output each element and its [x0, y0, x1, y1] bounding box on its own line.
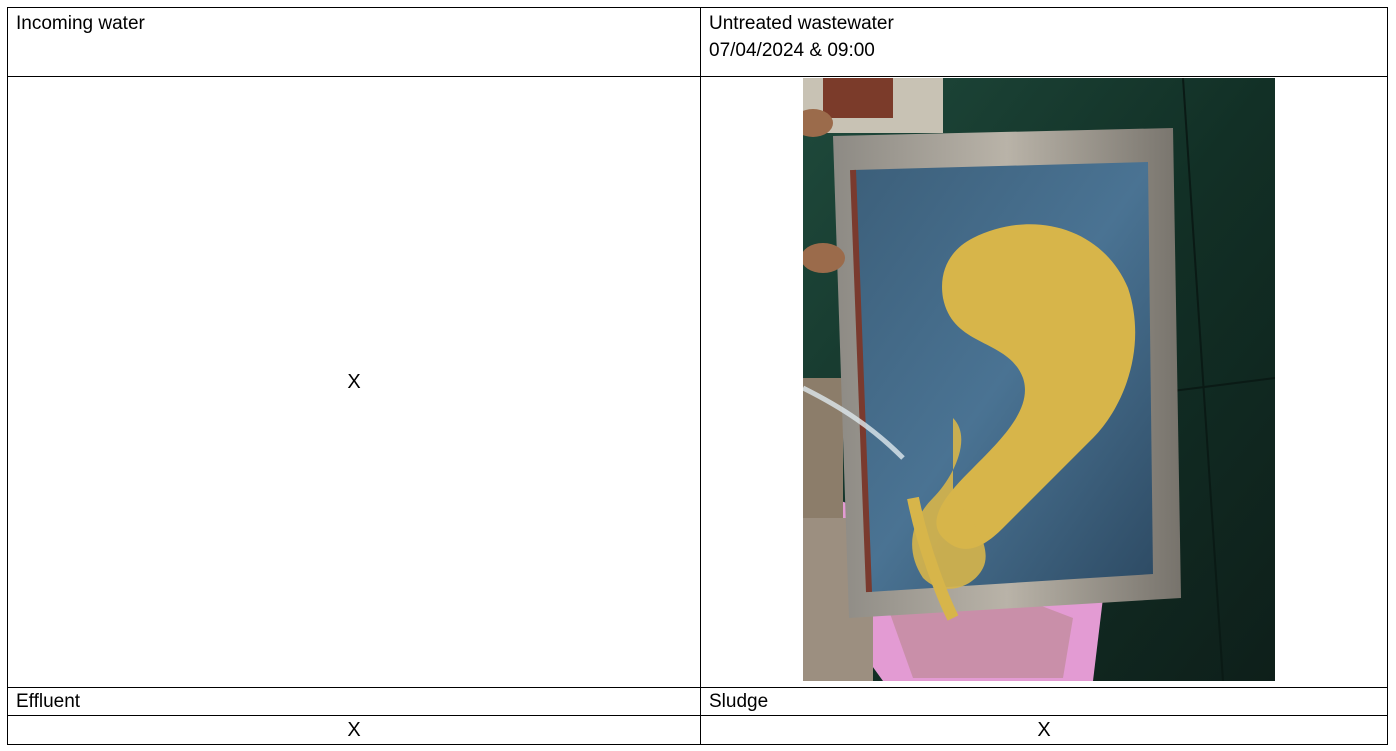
- incoming-water-placeholder: X: [347, 370, 361, 393]
- sludge-header: Sludge: [700, 687, 1388, 716]
- effluent-value-cell: X: [7, 715, 701, 745]
- effluent-label: Effluent: [16, 691, 81, 712]
- screen-frame-photo-image: [803, 78, 1275, 681]
- untreated-wastewater-photo: [803, 78, 1275, 681]
- effluent-value: X: [347, 718, 361, 741]
- untreated-wastewater-header: Untreated wastewater 07/04/2024 & 09:00: [700, 7, 1388, 77]
- sludge-value-cell: X: [700, 715, 1388, 745]
- untreated-datetime: 07/04/2024 & 09:00: [709, 40, 875, 61]
- sludge-value: X: [1037, 718, 1051, 741]
- incoming-water-header: Incoming water: [7, 7, 701, 77]
- untreated-wastewater-label: Untreated wastewater: [709, 13, 894, 34]
- incoming-water-label: Incoming water: [16, 13, 145, 34]
- sample-table: Incoming water Untreated wastewater 07/0…: [7, 7, 1388, 745]
- sludge-label: Sludge: [709, 691, 769, 712]
- effluent-header: Effluent: [7, 687, 701, 716]
- incoming-water-cell: X: [7, 76, 701, 688]
